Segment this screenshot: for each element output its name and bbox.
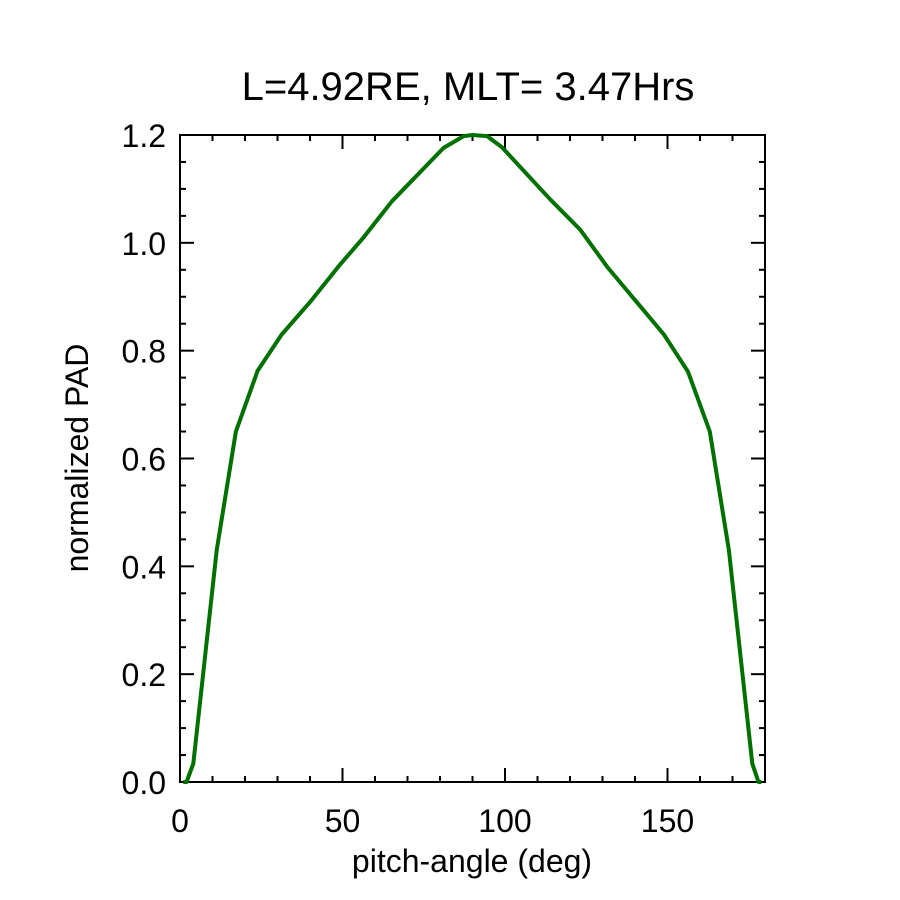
x-axis-label: pitch-angle (deg) — [352, 843, 592, 879]
y-axis-label: normalized PAD — [59, 344, 95, 573]
plot-frame — [179, 134, 766, 783]
x-tick-label: 150 — [641, 803, 694, 839]
x-tick-label: 100 — [478, 803, 531, 839]
y-tick-label: 0.4 — [122, 549, 166, 585]
x-tick-label: 50 — [325, 803, 361, 839]
y-tick-label: 1.2 — [122, 118, 166, 154]
y-tick-label: 1.0 — [122, 226, 166, 262]
pad-line — [183, 133, 762, 784]
y-tick-label: 0.8 — [122, 334, 166, 370]
y-tick-label: 0.0 — [122, 765, 166, 801]
y-tick-label: 0.6 — [122, 442, 166, 478]
y-tick-label: 0.2 — [122, 657, 166, 693]
chart-title: L=4.92RE, MLT= 3.47Hrs — [242, 65, 695, 109]
x-tick-label: 0 — [171, 803, 189, 839]
